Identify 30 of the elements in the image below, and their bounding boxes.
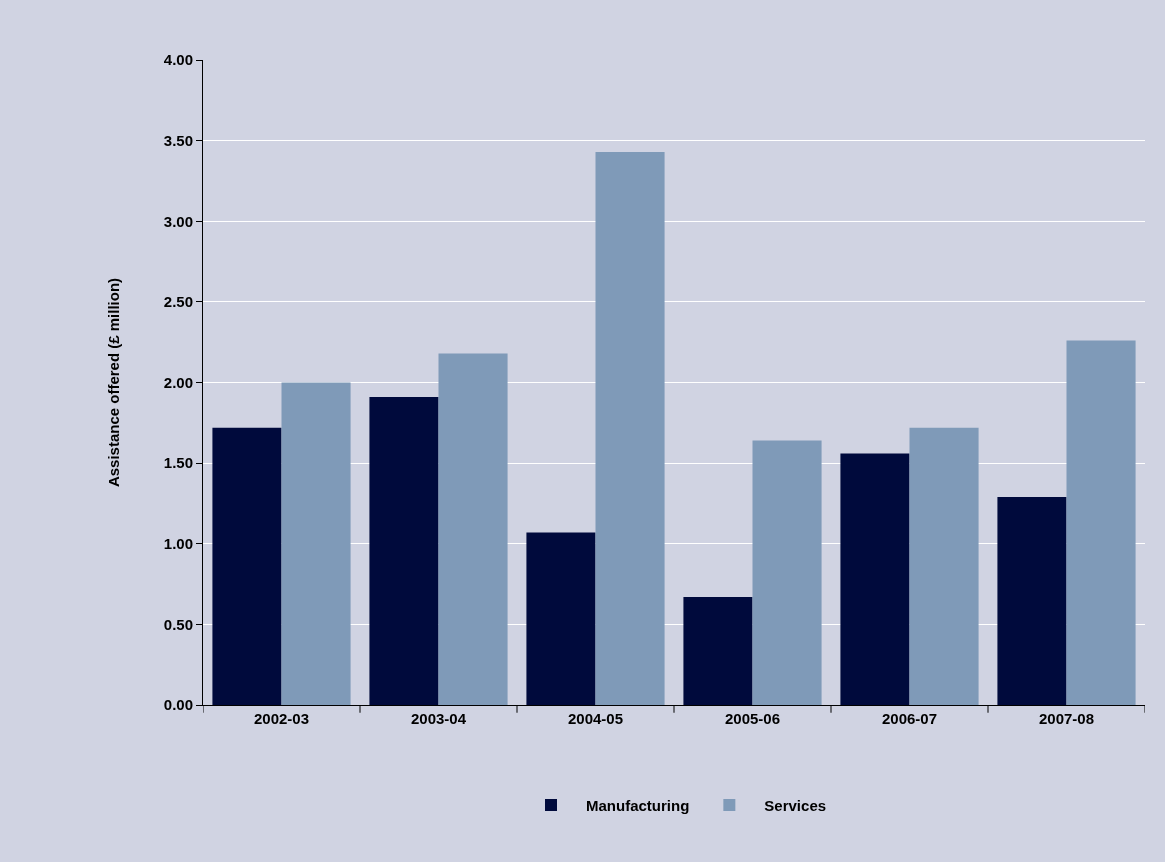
x-tick-label: 2003-04 (410, 710, 467, 727)
bar (369, 397, 439, 705)
y-tick-label: 1.50 (163, 454, 193, 472)
y-tick-label: 2.50 (163, 293, 193, 311)
bar (840, 453, 910, 705)
x-tick-label: 2007-08 (1038, 710, 1095, 727)
bar (595, 151, 665, 705)
y-tick-label: 3.50 (163, 131, 193, 149)
y-tick-label: 3.00 (163, 212, 193, 230)
bar (526, 532, 596, 705)
bar (212, 427, 282, 705)
bar (438, 353, 508, 705)
legend-label: Services (764, 796, 827, 814)
y-tick-label: 2.00 (163, 373, 193, 391)
y-tick-label: 0.50 (163, 615, 193, 633)
y-tick-label: 0.00 (163, 696, 193, 714)
y-tick-label: 4.00 (163, 51, 193, 69)
bar (909, 427, 979, 705)
y-tick-label: 1.00 (163, 535, 193, 552)
bar (1066, 340, 1136, 705)
x-tick-label: 2002-03 (253, 710, 310, 727)
x-tick-label: 2004-05 (567, 710, 624, 727)
bar (997, 496, 1067, 705)
y-axis-title: Assistance offered (£ million) (105, 277, 123, 488)
bar (752, 440, 822, 705)
legend-label: Manufacturing (586, 796, 690, 814)
bar (683, 596, 753, 705)
x-tick-label: 2006-07 (881, 710, 938, 727)
bar (281, 382, 351, 705)
x-tick-label: 2005-06 (724, 710, 781, 727)
